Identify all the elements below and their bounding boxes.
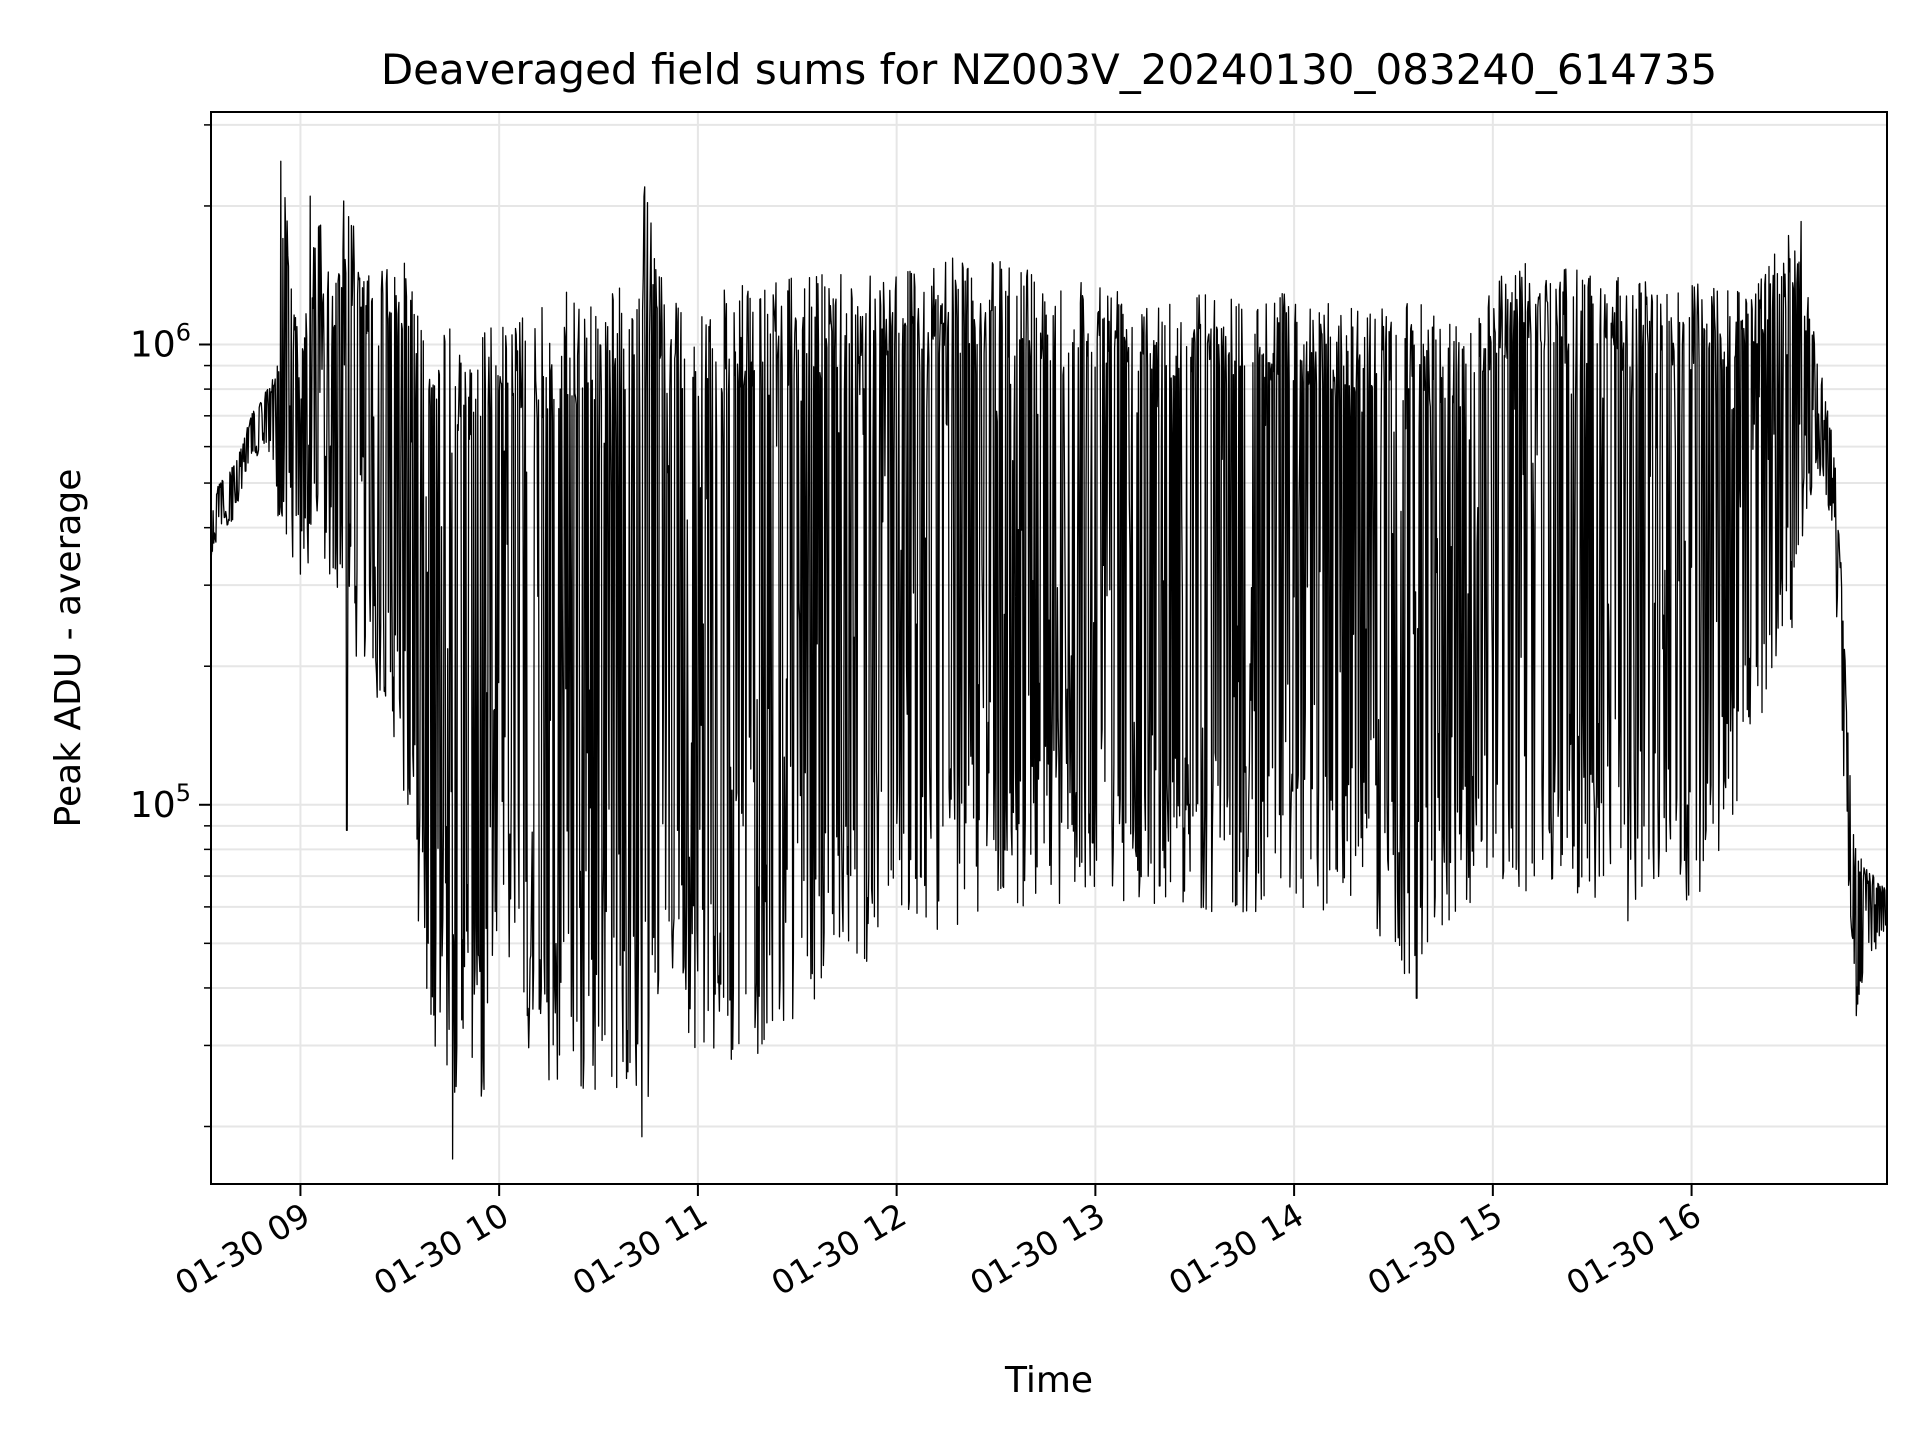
y-tick-label: 105 [130,779,191,826]
x-axis-label: Time [1004,1360,1093,1401]
series-line [210,160,1888,1160]
y-tick-label: 106 [130,319,191,366]
series-line-group [210,160,1888,1160]
chart-title: Deaveraged field sums for NZ003V_2024013… [381,45,1717,94]
plot-frame [210,111,1888,1185]
y-axis-label: Peak ADU - average [48,469,89,828]
